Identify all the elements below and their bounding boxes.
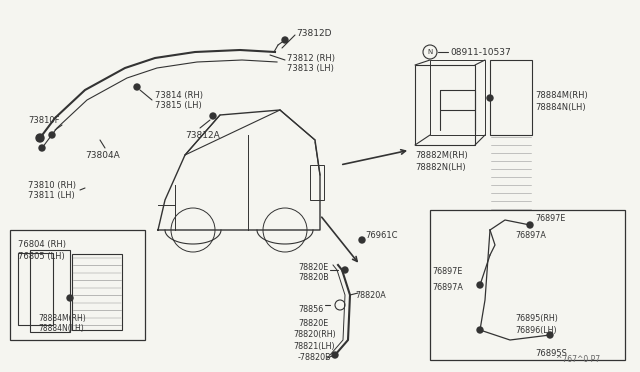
Text: 73812 (RH): 73812 (RH) bbox=[287, 54, 335, 62]
Text: 73812A: 73812A bbox=[185, 131, 220, 140]
Text: 76897A: 76897A bbox=[515, 231, 546, 240]
Text: 76897E: 76897E bbox=[432, 267, 462, 276]
Text: N: N bbox=[428, 49, 433, 55]
Text: 73804A: 73804A bbox=[85, 151, 120, 160]
Text: 78820B: 78820B bbox=[298, 273, 329, 282]
Circle shape bbox=[547, 332, 553, 338]
Bar bbox=[490, 60, 532, 135]
Text: 73813 (LH): 73813 (LH) bbox=[287, 64, 334, 73]
Text: 76896(LH): 76896(LH) bbox=[515, 326, 557, 334]
Text: 76895(RH): 76895(RH) bbox=[515, 314, 558, 323]
Circle shape bbox=[49, 132, 55, 138]
Text: 78882N(LH): 78882N(LH) bbox=[415, 163, 466, 171]
Text: 76895S: 76895S bbox=[535, 349, 567, 357]
Text: 78884M(RH): 78884M(RH) bbox=[535, 90, 588, 99]
Text: 78820A: 78820A bbox=[355, 291, 386, 299]
Text: 73810 (RH): 73810 (RH) bbox=[28, 180, 76, 189]
Text: 73814 (RH): 73814 (RH) bbox=[155, 90, 203, 99]
Circle shape bbox=[39, 145, 45, 151]
Bar bbox=[10, 230, 145, 340]
Text: 76804 (RH): 76804 (RH) bbox=[18, 241, 66, 250]
Bar bbox=[430, 210, 625, 360]
Text: 78884N(LH): 78884N(LH) bbox=[38, 324, 84, 333]
Circle shape bbox=[359, 237, 365, 243]
Text: 73812D: 73812D bbox=[296, 29, 332, 38]
Circle shape bbox=[487, 95, 493, 101]
Text: 78820E: 78820E bbox=[298, 263, 328, 273]
Text: 78821(LH): 78821(LH) bbox=[293, 341, 335, 350]
Text: ^767^0 P7: ^767^0 P7 bbox=[556, 356, 600, 365]
Text: 08911-10537: 08911-10537 bbox=[450, 48, 511, 57]
Bar bbox=[415, 65, 475, 145]
Text: 73815 (LH): 73815 (LH) bbox=[155, 100, 202, 109]
Text: 78820(RH): 78820(RH) bbox=[293, 330, 336, 340]
Text: 76961C: 76961C bbox=[365, 231, 397, 240]
Text: 73810F: 73810F bbox=[28, 115, 60, 125]
Text: 76897A: 76897A bbox=[432, 282, 463, 292]
Circle shape bbox=[36, 134, 44, 142]
Circle shape bbox=[342, 267, 348, 273]
Circle shape bbox=[134, 84, 140, 90]
Text: 76897E: 76897E bbox=[535, 214, 565, 222]
Text: 78884N(LH): 78884N(LH) bbox=[535, 103, 586, 112]
Text: 78882M(RH): 78882M(RH) bbox=[415, 151, 468, 160]
Circle shape bbox=[282, 37, 288, 43]
Circle shape bbox=[527, 222, 533, 228]
Text: 76805 (LH): 76805 (LH) bbox=[18, 251, 65, 260]
Bar bbox=[18, 253, 53, 325]
Circle shape bbox=[332, 352, 338, 358]
Text: 78884M(RH): 78884M(RH) bbox=[38, 314, 86, 323]
Bar bbox=[72, 254, 122, 330]
Text: 78820E: 78820E bbox=[298, 318, 328, 327]
Text: -78820B: -78820B bbox=[298, 353, 332, 362]
Bar bbox=[310, 165, 324, 200]
Text: 73811 (LH): 73811 (LH) bbox=[28, 190, 75, 199]
Circle shape bbox=[67, 295, 73, 301]
Circle shape bbox=[477, 282, 483, 288]
Bar bbox=[430, 60, 485, 135]
Text: 78856: 78856 bbox=[298, 305, 323, 314]
Circle shape bbox=[477, 327, 483, 333]
Bar bbox=[30, 250, 70, 332]
Circle shape bbox=[210, 113, 216, 119]
